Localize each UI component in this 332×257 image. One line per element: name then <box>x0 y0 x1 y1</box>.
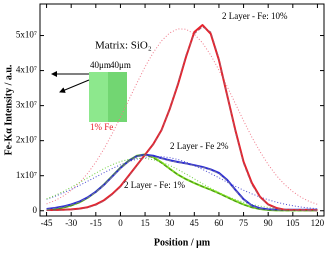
inset-arrow <box>59 79 90 93</box>
x-tick-label: -30 <box>65 218 77 228</box>
inset-label: 1% Fe <box>90 122 113 132</box>
inset-width: 40μm <box>90 60 111 70</box>
series-line <box>46 155 318 210</box>
series-line <box>46 154 318 211</box>
inset-layer <box>89 72 108 122</box>
x-tick-label: 60 <box>214 218 224 228</box>
y-tick-label: 0 <box>33 205 38 215</box>
y-tick-label: 2x10⁷ <box>16 135 37 145</box>
x-tick-label: 30 <box>165 218 175 228</box>
x-tick-label: 120 <box>311 218 325 228</box>
annotation: 2 Layer - Fe 2% <box>170 141 229 151</box>
inset-width: 40μm <box>110 60 131 70</box>
y-axis-title: Fe-Kα Intensity / a.u. <box>3 64 14 155</box>
annotation: 2 Layer - Fe: 10% <box>222 11 288 21</box>
inset: Matrix: SiO₂ 40μm 40μm 1% Fe <box>51 40 152 132</box>
annotation: 2 Layer - Fe: 1% <box>124 180 185 190</box>
x-tick-label: 75 <box>239 218 249 228</box>
plot-frame <box>39 3 325 217</box>
series-line <box>46 157 318 211</box>
series-line <box>46 154 318 212</box>
y-tick-label: 3x10⁷ <box>16 100 37 110</box>
x-tick-label: 0 <box>118 218 123 228</box>
x-tick-label: 15 <box>141 218 151 228</box>
x-tick-label: 45 <box>190 218 200 228</box>
series-line <box>46 28 318 205</box>
y-tick-label: 1x10⁷ <box>16 170 37 180</box>
inset-layer <box>108 72 127 122</box>
x-tick-label: 90 <box>264 218 274 228</box>
x-axis-title: Position / μm <box>154 237 211 248</box>
y-tick-label: 5x10⁷ <box>16 30 37 40</box>
inset-title: Matrix: SiO₂ <box>95 40 152 52</box>
x-tick-label: 105 <box>286 218 300 228</box>
y-tick-label: 4x10⁷ <box>16 65 37 75</box>
x-tick-label: -15 <box>90 218 102 228</box>
x-tick-label: -45 <box>41 218 53 228</box>
series-line <box>46 26 318 212</box>
